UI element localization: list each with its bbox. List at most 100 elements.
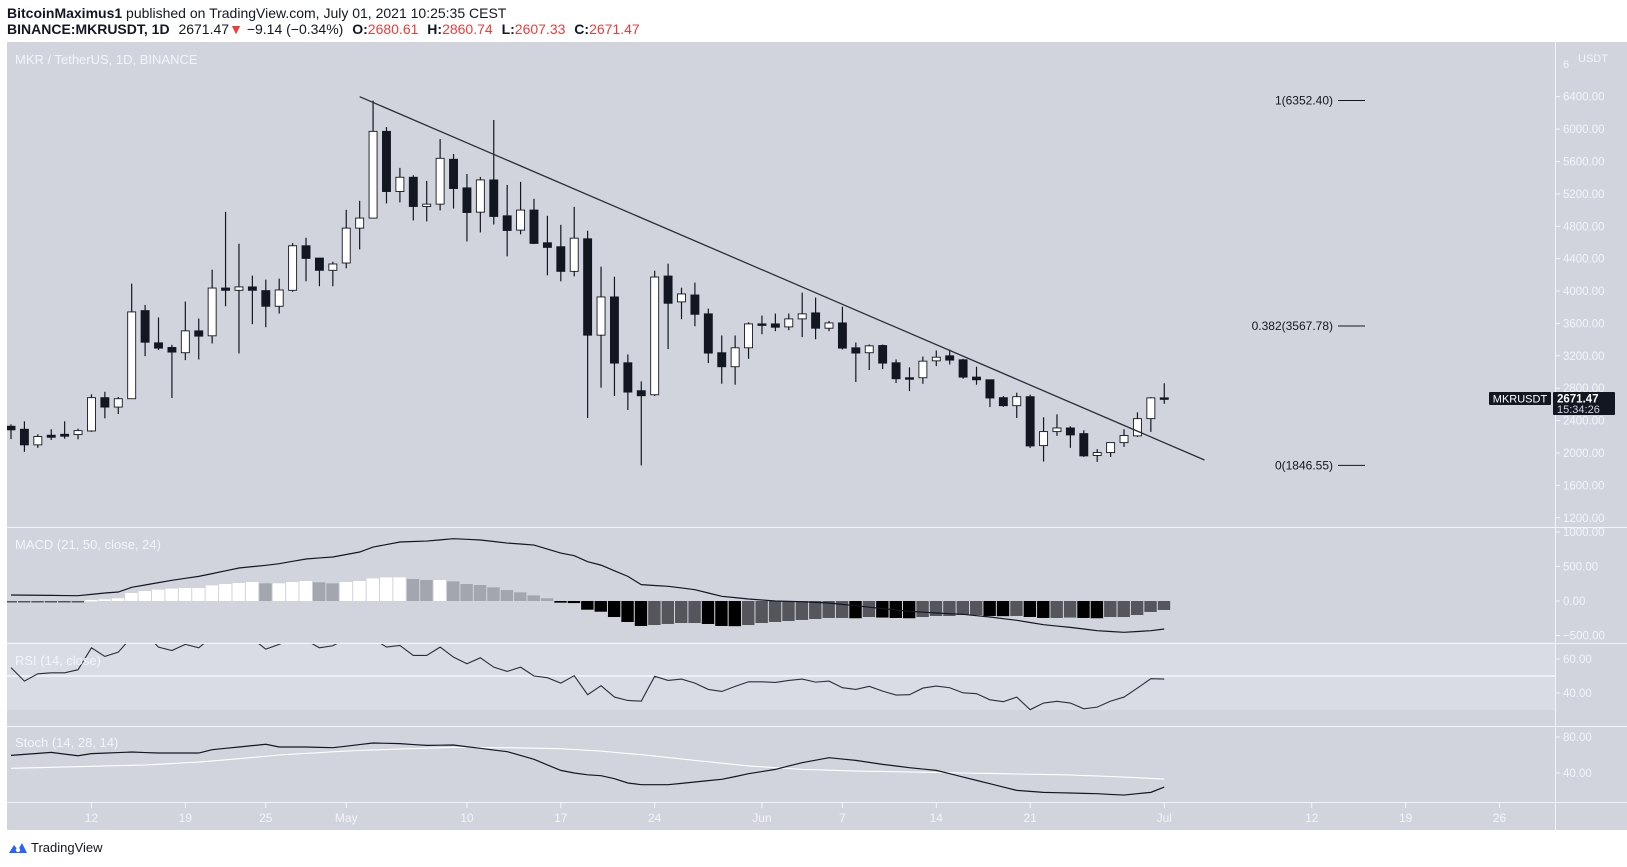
bullish-candle-body — [73, 430, 83, 436]
bullish-candle-body — [475, 179, 485, 213]
candle — [1025, 394, 1035, 448]
candle — [918, 356, 928, 384]
macd-histogram-bar — [312, 582, 326, 601]
bearish-candle-body — [261, 290, 271, 307]
candle — [140, 304, 150, 357]
bullish-candle-body — [569, 237, 579, 272]
macd-histogram-bar — [795, 601, 809, 620]
symbol-tag-box — [1489, 392, 1551, 405]
bullish-candle-body — [931, 356, 941, 362]
candle — [368, 100, 378, 219]
macd-histogram-bar — [219, 584, 232, 601]
candle — [851, 342, 861, 383]
bearish-candle-body — [1025, 396, 1035, 447]
tradingview-logo[interactable]: TradingView — [8, 840, 103, 855]
author-name[interactable]: BitcoinMaximus1 — [7, 5, 123, 21]
macd-histogram-bar — [581, 601, 594, 610]
bearish-candle-body — [1159, 397, 1169, 400]
bearish-candle-body — [811, 312, 821, 329]
candle — [1039, 417, 1049, 462]
macd-axis-tick: 500.00 — [1563, 562, 1598, 574]
rsi-pane[interactable] — [10, 634, 1165, 711]
macd-histogram-bar — [1077, 601, 1090, 618]
rsi-axis-tick: 40.00 — [1563, 688, 1592, 700]
candle — [878, 344, 888, 370]
macd-histogram-bar — [393, 577, 406, 601]
bearish-candle-body — [221, 287, 231, 291]
macd-axis-tick: 0.00 — [1563, 596, 1585, 608]
rsi-line — [10, 644, 1165, 711]
price-axis-partial-tick: 6 — [1563, 59, 1569, 71]
macd-histogram-bar — [447, 581, 460, 601]
stoch-axis-tick: 80.00 — [1563, 732, 1592, 744]
macd-pane[interactable] — [5, 538, 1171, 633]
pane-separators — [7, 42, 1627, 830]
bearish-candle-body — [717, 352, 727, 368]
bullish-candle-body — [824, 322, 834, 329]
main-pane-title: MKR / TetherUS, 1D, BINANCE — [15, 52, 198, 67]
macd-histogram-bar — [205, 585, 219, 601]
candle — [998, 396, 1008, 407]
macd-histogram-bar — [1023, 601, 1037, 618]
macd-histogram-bar — [983, 601, 996, 616]
candle — [234, 243, 244, 354]
time-axis-tick: 21 — [1023, 811, 1037, 825]
bearish-candle-body — [247, 286, 257, 291]
bearish-candle-body — [663, 275, 673, 304]
rsi-title: RSI (14, close) — [15, 653, 101, 668]
candle — [744, 322, 753, 359]
bearish-candle-body — [636, 390, 646, 397]
bearish-candle-body — [382, 130, 391, 192]
macd-histogram-bar — [701, 601, 715, 624]
bullish-candle-body — [328, 263, 338, 271]
symbol-tag: MKRUSDT — [1493, 394, 1548, 406]
macd-histogram-bar — [420, 580, 433, 601]
macd-histogram-bar — [607, 601, 621, 618]
bullish-candle-body — [33, 436, 43, 446]
bullish-candle-body — [422, 203, 432, 207]
macd-histogram-bar — [648, 601, 661, 626]
macd-histogram-bar — [728, 601, 742, 627]
macd-histogram-bar — [514, 592, 527, 601]
tradingview-logo-icon — [9, 842, 27, 853]
price-axis-tick: 4400.00 — [1563, 254, 1605, 266]
macd-histogram-bar — [1130, 601, 1144, 616]
bearish-candle-body — [1079, 433, 1089, 457]
candle — [1132, 412, 1142, 437]
candle — [341, 209, 351, 269]
candle — [408, 175, 418, 221]
macd-histogram-bar — [540, 598, 554, 601]
candle — [905, 367, 914, 392]
bullish-candle-body — [918, 360, 928, 379]
price-tag-countdown: 15:34:26 — [1557, 404, 1600, 416]
bearish-candle-body — [154, 342, 163, 349]
bearish-candle-body — [7, 425, 16, 431]
low-label: L: — [501, 21, 515, 37]
time-axis-tick: Jun — [752, 811, 771, 825]
candle — [247, 275, 257, 325]
macd-histogram-bar — [822, 601, 835, 618]
candle — [569, 206, 579, 277]
macd-histogram-bar — [1010, 601, 1023, 616]
bullish-candle-body — [1052, 427, 1062, 433]
price-pane[interactable] — [7, 96, 1205, 466]
macd-histogram-bar — [487, 587, 500, 601]
candle — [529, 198, 539, 245]
macd-axis-tick: 1000.00 — [1563, 527, 1605, 539]
bullish-candle-body — [730, 347, 740, 368]
macd-histogram-bar — [406, 578, 420, 601]
macd-histogram-bar — [326, 583, 339, 601]
stoch-pane[interactable] — [10, 742, 1165, 796]
bearish-candle-body — [529, 209, 539, 244]
price-axis-tick: 4000.00 — [1563, 286, 1605, 298]
macd-histogram-bar — [1037, 601, 1050, 618]
macd-histogram-bar — [956, 601, 970, 616]
candle — [314, 257, 324, 287]
stoch-title: Stoch (14, 28, 14) — [15, 735, 118, 750]
macd-histogram-bar — [71, 601, 84, 603]
time-axis-tick: Jul — [1157, 811, 1172, 825]
bullish-candle-body — [395, 176, 405, 192]
candle — [502, 184, 512, 257]
bearish-candle-body — [408, 176, 418, 207]
